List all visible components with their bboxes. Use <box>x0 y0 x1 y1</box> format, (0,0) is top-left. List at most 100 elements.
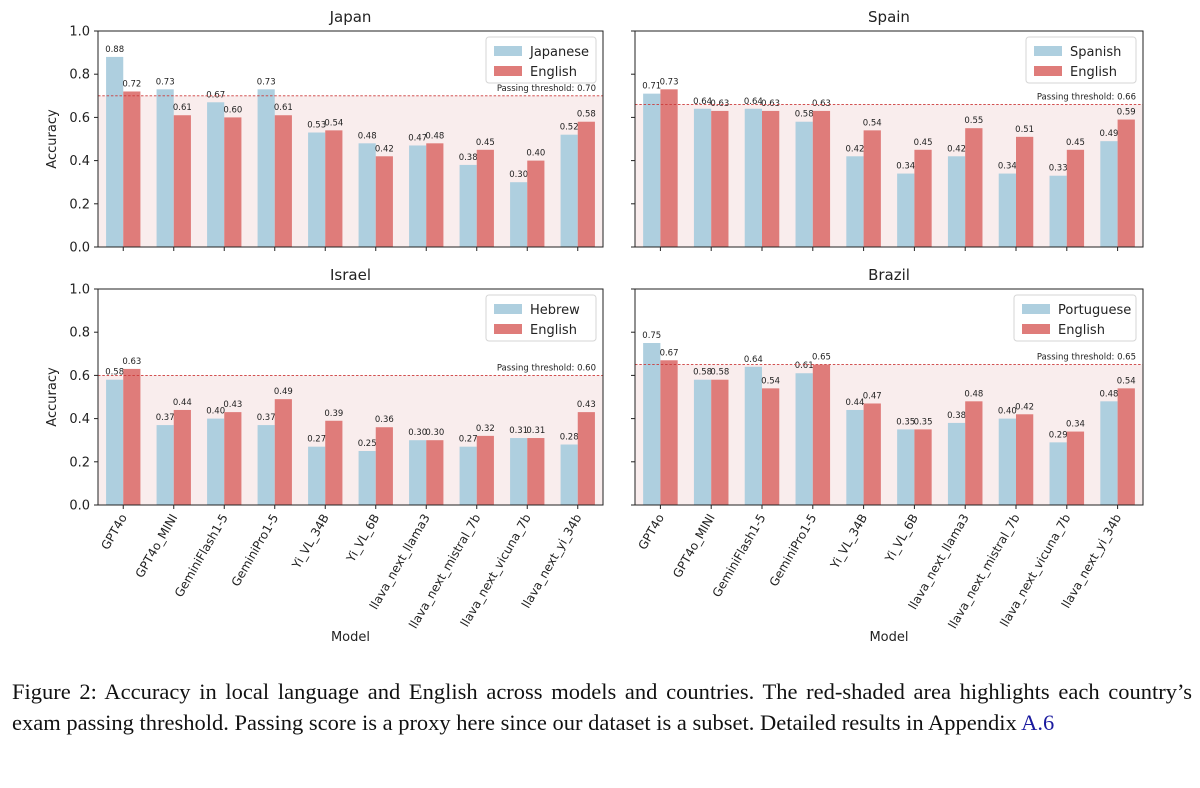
legend-swatch-english <box>1034 66 1062 76</box>
bar-japanese-llava_next_vicuna_7b <box>510 182 528 247</box>
bar-spanish-GeminiPro1-5 <box>795 121 813 247</box>
bar-japanese-llava_next_yi_34b <box>560 134 578 247</box>
bar-portuguese-GeminiFlash1-5 <box>744 366 762 505</box>
chart-title: Israel <box>330 266 371 284</box>
bar-value-label: 0.30 <box>408 428 427 438</box>
threshold-label: Passing threshold: 0.70 <box>497 84 596 94</box>
bar-english-llava_next_mistral_7b <box>476 149 494 247</box>
bar-value-label: 0.32 <box>476 424 495 434</box>
bar-value-label: 0.37 <box>156 413 175 423</box>
plot-frame <box>97 288 604 506</box>
y-axis-label: Accuracy <box>45 109 60 169</box>
bar-english-GPT4o_MINI <box>173 409 191 505</box>
y-tick-label: 0.4 <box>69 154 90 169</box>
bar-english-GeminiPro1-5 <box>812 364 831 505</box>
appendix-link[interactable]: A.6 <box>1021 710 1055 735</box>
bar-english-GeminiFlash1-5 <box>762 388 780 505</box>
bar-value-label: 0.58 <box>795 110 814 120</box>
x-tick-label: Yi_VL_6B <box>882 512 921 566</box>
bar-hebrew-Yi_VL_34B <box>308 446 326 505</box>
bar-value-label: 0.31 <box>526 426 545 436</box>
bar-value-label: 0.48 <box>425 131 444 141</box>
bar-english-llava_next_yi_34b <box>577 412 595 505</box>
bar-english-GPT4o_MINI <box>711 379 729 505</box>
bar-value-label: 0.65 <box>812 353 831 363</box>
bar-value-label: 0.73 <box>156 77 175 87</box>
bar-english-GeminiPro1-5 <box>274 115 292 248</box>
bar-value-label: 0.58 <box>693 368 712 378</box>
y-tick-label: 0.2 <box>69 197 90 212</box>
bar-value-label: 0.49 <box>274 387 293 397</box>
bar-value-label: 0.28 <box>560 433 579 443</box>
bar-value-label: 0.25 <box>358 439 377 449</box>
bar-english-GPT4o <box>123 91 141 247</box>
x-tick-label: GeminiPro1-5 <box>767 512 820 589</box>
bar-value-label: 0.36 <box>375 415 394 425</box>
bar-english-Yi_VL_34B <box>325 420 343 505</box>
bar-portuguese-llava_next_yi_34b <box>1100 401 1118 505</box>
bar-value-label: 0.63 <box>812 99 831 109</box>
bar-value-label: 0.61 <box>173 103 192 113</box>
bar-value-label: 0.37 <box>257 413 276 423</box>
y-axis-label: Accuracy <box>45 367 60 427</box>
bar-value-label: 0.47 <box>408 133 427 143</box>
bar-value-label: 0.73 <box>660 77 679 87</box>
bar-spanish-Yi_VL_6B <box>897 173 915 247</box>
legend-swatch-hebrew <box>494 304 522 314</box>
bar-hebrew-llava_next_mistral_7b <box>459 446 477 505</box>
bar-value-label: 0.42 <box>1015 402 1034 412</box>
bar-value-label: 0.29 <box>1049 430 1068 440</box>
legend-label-english: English <box>530 323 577 338</box>
bar-english-Yi_VL_6B <box>375 156 393 247</box>
bar-value-label: 0.49 <box>1099 129 1118 139</box>
bar-portuguese-GPT4o <box>643 343 661 505</box>
bar-english-llava_next_mistral_7b <box>476 435 494 505</box>
bar-english-Yi_VL_6B <box>375 427 393 505</box>
bar-english-llava_next_llama3 <box>426 440 444 505</box>
bar-value-label: 0.40 <box>998 407 1017 417</box>
threshold-label: Passing threshold: 0.60 <box>497 363 596 373</box>
bar-portuguese-llava_next_vicuna_7b <box>1049 442 1067 505</box>
x-tick-label: GeminiPro1-5 <box>229 512 282 589</box>
bar-value-label: 0.64 <box>744 355 763 365</box>
bar-value-label: 0.39 <box>324 409 343 419</box>
figure-grid: 0.880.72 0.730.610.670.600.730.610.530.54… <box>45 8 1144 645</box>
bar-english-llava_next_llama3 <box>965 128 983 247</box>
bar-value-label: 0.67 <box>206 90 225 100</box>
y-tick-label: 0.2 <box>69 455 90 470</box>
plot-frame <box>634 288 1144 506</box>
bar-value-label: 0.42 <box>375 144 394 154</box>
chart-title: Spain <box>868 8 910 26</box>
bar-english-Yi_VL_34B <box>863 403 881 505</box>
legend-label-spanish: Spanish <box>1070 45 1121 60</box>
bar-value-label: 0.43 <box>577 400 596 410</box>
bar-value-label: 0.43 <box>223 400 242 410</box>
x-axis-label: Model <box>869 630 908 645</box>
legend-label-hebrew: Hebrew <box>530 303 580 318</box>
bar-spanish-llava_next_mistral_7b <box>998 173 1016 247</box>
bar-value-label: 0.54 <box>1117 376 1136 386</box>
bar-value-label: 0.67 <box>660 348 679 358</box>
bar-portuguese-Yi_VL_6B <box>897 429 915 505</box>
caption-text: Figure 2: Accuracy in local language and… <box>12 679 1192 735</box>
bar-english-Yi_VL_6B <box>914 149 932 247</box>
x-tick-label: GPT4o_MINI <box>133 512 181 581</box>
bar-hebrew-llava_next_vicuna_7b <box>510 438 528 505</box>
bar-english-GeminiFlash1-5 <box>224 412 242 505</box>
bar-spanish-llava_next_llama3 <box>947 156 966 247</box>
bar-value-label: 0.61 <box>795 361 814 371</box>
bar-value-label: 0.45 <box>476 138 495 148</box>
bar-value-label: 0.64 <box>693 97 712 107</box>
bar-value-label: 0.63 <box>710 99 729 109</box>
bar-value-label: 0.52 <box>560 123 579 133</box>
x-tick-label: GeminiFlash1-5 <box>172 512 231 600</box>
bar-english-GeminiPro1-5 <box>274 399 292 505</box>
bar-hebrew-llava_next_yi_34b <box>560 444 578 505</box>
bar-value-label: 0.30 <box>509 170 528 180</box>
bar-value-label: 0.42 <box>845 144 864 154</box>
bar-value-label: 0.88 <box>105 45 124 55</box>
bar-spanish-GPT4o_MINI <box>693 108 712 247</box>
bar-english-Yi_VL_34B <box>863 130 881 247</box>
bar-value-label: 0.53 <box>307 121 326 131</box>
x-tick-label: GPT4o <box>98 512 130 553</box>
